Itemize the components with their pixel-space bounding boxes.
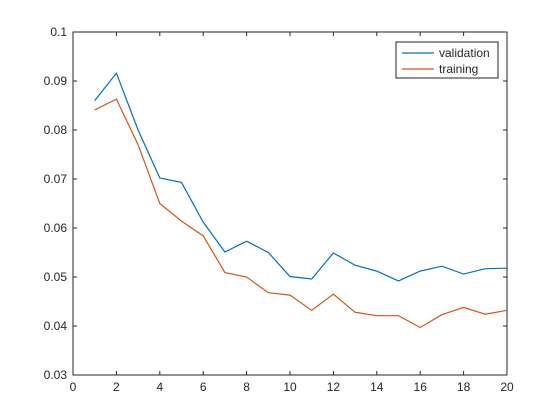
x-tick-label: 6: [200, 380, 207, 394]
y-tick-label: 0.03: [44, 368, 68, 382]
legend-label: training: [439, 62, 478, 76]
series-line-training: [94, 98, 508, 329]
series-lines: [94, 71, 508, 329]
y-tick-label: 0.07: [44, 172, 68, 186]
y-tick-label: 0.1: [50, 25, 67, 39]
y-tick-label: 0.06: [44, 221, 68, 235]
legend-box: [395, 41, 499, 79]
y-axis-ticks: 0.03 0.04 0.05 0.06 0.07 0.08 0.09 0.1: [44, 25, 507, 382]
y-tick-label: 0.05: [44, 270, 68, 284]
plot-frame: [72, 31, 508, 376]
series-line-validation: [94, 71, 508, 282]
y-tick-label: 0.04: [44, 319, 68, 333]
x-tick-label: 8: [243, 380, 250, 394]
x-tick-label: 12: [327, 380, 341, 394]
x-tick-label: 18: [457, 380, 471, 394]
y-tick-label: 0.09: [44, 74, 68, 88]
x-tick-label: 14: [370, 380, 384, 394]
x-tick-label: 20: [500, 380, 514, 394]
x-tick-label: 10: [283, 380, 297, 394]
x-tick-label: 2: [113, 380, 120, 394]
x-tick-label: 4: [156, 380, 163, 394]
legend: validation training: [395, 41, 499, 79]
x-tick-label: 0: [70, 380, 77, 394]
plot-axes: [72, 31, 508, 376]
x-axis-ticks: 0 2 4 6 8 10 12 14 16 18 20: [70, 32, 514, 394]
y-tick-label: 0.08: [44, 123, 68, 137]
legend-label: validation: [439, 46, 490, 60]
x-tick-label: 16: [414, 380, 428, 394]
